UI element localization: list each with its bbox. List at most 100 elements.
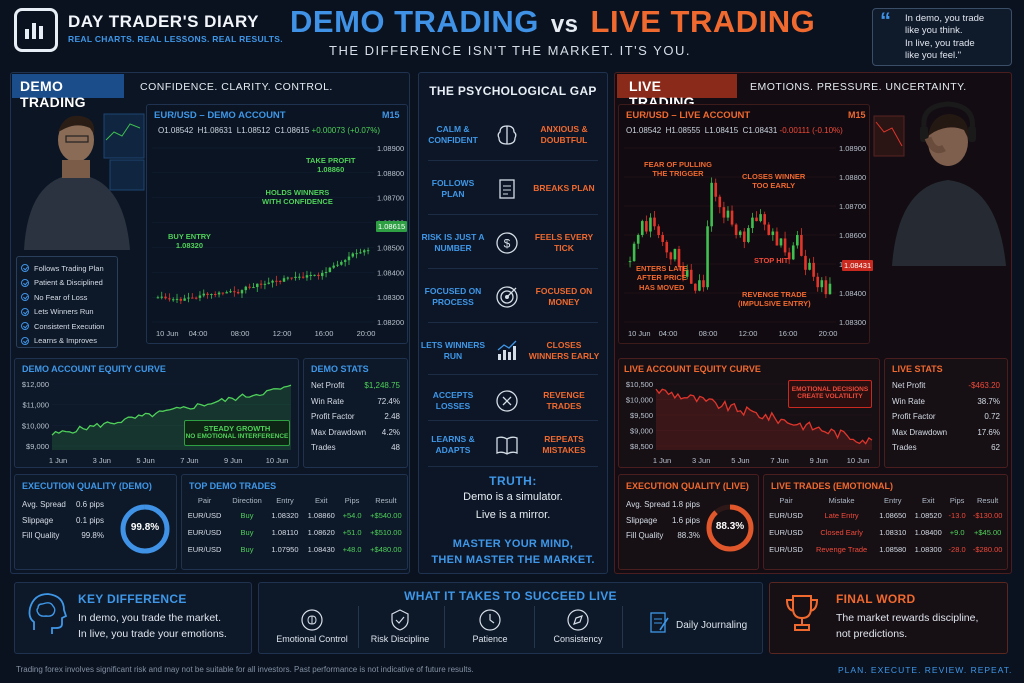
- table-cell: -$130.00: [972, 511, 1003, 520]
- buy-entry-label: BUY ENTRY: [168, 232, 211, 241]
- candle-body: [751, 217, 754, 229]
- candle-body: [256, 283, 259, 288]
- equity-y-label: $10,500: [626, 380, 653, 389]
- check-circle-icon: [21, 336, 29, 345]
- candle-body: [783, 238, 787, 253]
- time-axis-label: 08:00: [231, 329, 250, 338]
- price-axis-label: 1.08700: [839, 202, 866, 211]
- demo-equity-title: DEMO ACCOUNT EQUITY CURVE: [22, 364, 166, 374]
- live-trades-panel: LIVE TRADES (EMOTIONAL) Pair Mistake Ent…: [763, 474, 1008, 570]
- truth-line-2: Live is a mirror.: [475, 509, 551, 521]
- stat-row: Profit Factor 2.48: [311, 409, 400, 425]
- table-header: Pips: [344, 495, 360, 505]
- equity-y-label: $10,000: [22, 421, 49, 430]
- exec-row: Fill Quality 88.3%: [626, 528, 700, 544]
- growth-chart-icon: [492, 336, 522, 366]
- time-axis-label: 12:00: [273, 329, 292, 338]
- skill-risk-discipline: Risk Discipline: [360, 608, 440, 644]
- skill-emotional-control: Emotional Control: [266, 608, 358, 644]
- stat-row: Net Profit -$463.20: [892, 378, 1000, 394]
- candle-body: [275, 280, 278, 282]
- gap-section: [418, 72, 608, 574]
- candle-body: [669, 252, 673, 260]
- table-cell: +$510.00: [370, 528, 402, 537]
- candle-body: [796, 235, 799, 246]
- table-cell: +$45.00: [973, 528, 1002, 537]
- equity-x-label: 10 Jun: [266, 456, 289, 465]
- target-icon: [492, 282, 522, 312]
- gap-live-trait: CLOSES WINNERS EARLY: [528, 339, 600, 361]
- candle-body: [351, 253, 355, 257]
- quote-icon: “: [880, 8, 891, 33]
- quote-line: like you think.: [905, 25, 963, 37]
- checklist-item: Follows Trading Plan: [21, 261, 113, 276]
- candle-body: [689, 269, 693, 284]
- table-row: EUR/USD Revenge Trade 1.08580 1.08300 -2…: [764, 541, 1007, 558]
- live-change: -0.00111 (-0.10%): [779, 126, 843, 135]
- gap-demo-trait: CALM & CONFIDENT: [428, 123, 478, 145]
- stat-label: Profit Factor: [311, 412, 355, 422]
- time-axis-label: 16:00: [315, 329, 334, 338]
- table-cell: +48.0: [342, 545, 362, 554]
- gauge-arc: [706, 504, 754, 552]
- candle-body: [191, 297, 194, 299]
- gap-live-trait: FEELS EVERY TICK: [534, 231, 594, 253]
- candle-body: [791, 245, 795, 260]
- stat-value: $1,248.75: [364, 381, 400, 391]
- clipboard-icon: [492, 174, 522, 204]
- checklist-item: Consistent Execution: [21, 319, 113, 334]
- live-trades-table: Pair Mistake Entry Exit Pips Result EUR/…: [764, 493, 1007, 558]
- candle-body: [336, 264, 339, 266]
- stat-row: Max Drawdown 4.2%: [311, 425, 400, 441]
- candle-body: [198, 295, 202, 298]
- stat-row: Net Profit $1,248.75: [311, 378, 400, 394]
- live-fear-note: FEAR OF PULLING THE TRIGGER: [644, 160, 712, 179]
- candle-body: [187, 297, 190, 299]
- equity-x-label: 1 Jun: [49, 456, 67, 465]
- stat-row: Trades 48: [311, 440, 400, 456]
- live-candlestick-chart: 1.089001.088001.087001.086001.085001.084…: [624, 144, 866, 338]
- table-cell: Late Entry: [824, 511, 859, 520]
- live-execution-panel: EXECUTION QUALITY (LIVE) Avg. Spread 1.8 …: [618, 474, 759, 570]
- table-cell: Closed Early: [820, 528, 863, 537]
- table-row: EUR/USD Closed Early 1.08310 1.08400 +9.…: [764, 524, 1007, 541]
- live-execution-title: EXECUTION QUALITY (LIVE): [626, 481, 749, 491]
- table-cell: -28.0: [948, 545, 966, 554]
- live-chart-title: EUR/USD – LIVE ACCOUNT: [626, 110, 751, 121]
- demo-trades-table: Pair Direction Entry Exit Pips Result EU…: [182, 493, 407, 558]
- candle-body: [324, 271, 328, 273]
- table-header: Exit: [314, 495, 328, 505]
- live-ohlc: O1.08542 H1.08555 L1.08415 C1.08431 -0.0…: [626, 126, 843, 135]
- demo-execution-panel: EXECUTION QUALITY (DEMO) Avg. Spread 0.6 …: [14, 474, 177, 570]
- table-cell: 1.08320: [271, 511, 299, 520]
- stat-value: 4.2%: [381, 427, 400, 437]
- equity-y-label: $9,500: [630, 411, 653, 420]
- checklist-label: No Fear of Loss: [34, 292, 88, 302]
- demo-close: 1.08615: [280, 126, 310, 135]
- quote-box: In demo, you trade like you think. In li…: [872, 8, 1012, 66]
- demo-open: 1.08542: [164, 126, 194, 135]
- svg-text:$: $: [504, 237, 511, 251]
- gauge-arc: [120, 504, 170, 554]
- holds-line-2: WITH CONFIDENCE: [262, 197, 333, 207]
- exec-value: 0.1 pips: [75, 515, 104, 525]
- candle-body: [290, 277, 293, 279]
- candle-body: [800, 235, 803, 256]
- title-demo: DEMO TRADING: [290, 4, 539, 39]
- live-open: 1.08542: [632, 126, 662, 135]
- price-axis-label: 1.08300: [839, 318, 866, 327]
- stat-row: Max Drawdown 17.6%: [892, 425, 1000, 441]
- price-axis-label: 1.08300: [377, 293, 404, 302]
- exec-value: 1.6 pips: [671, 515, 700, 525]
- table-cell: 1.08400: [914, 528, 942, 537]
- table-cell: -$280.00: [972, 545, 1003, 554]
- candle-body: [710, 182, 713, 227]
- candle-body: [808, 262, 811, 270]
- gap-live-trait: ANXIOUS & DOUBTFUL: [540, 123, 588, 145]
- stat-row: Trades 62: [892, 440, 1000, 456]
- table-cell: 1.08580: [879, 545, 907, 554]
- table-header: Mistake: [828, 495, 855, 505]
- brand-tagline: REAL CHARTS. REAL LESSONS. REAL RESULTS.: [68, 34, 283, 44]
- live-close: 1.08431: [748, 126, 778, 135]
- divider: [428, 466, 598, 467]
